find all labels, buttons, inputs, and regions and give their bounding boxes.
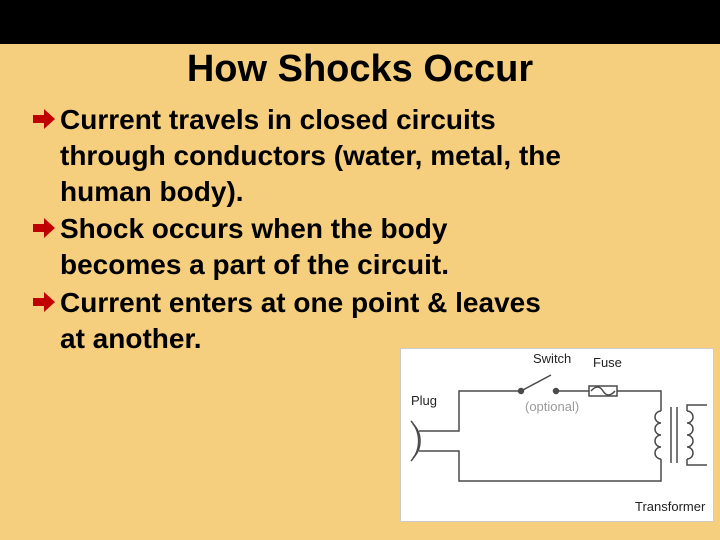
- label-transformer: Transformer: [635, 499, 705, 514]
- circuit-svg: [401, 349, 713, 521]
- bullet-text: Shock occurs when the body becomes a par…: [60, 211, 572, 283]
- arrow-right-icon: [32, 217, 56, 239]
- bullet-item: Current travels in closed circuits throu…: [32, 102, 572, 209]
- label-fuse: Fuse: [593, 355, 622, 370]
- circuit-diagram: Plug Switch Fuse (optional) Transformer: [400, 348, 714, 522]
- label-plug: Plug: [411, 393, 437, 408]
- bullet-item: Current enters at one point & leaves at …: [32, 285, 572, 357]
- bullet-list: Current travels in closed circuits throu…: [32, 102, 572, 359]
- bullet-text: Current enters at one point & leaves at …: [60, 285, 572, 357]
- arrow-right-icon: [32, 108, 56, 130]
- top-band: [0, 0, 720, 44]
- slide-title: How Shocks Occur: [0, 48, 720, 91]
- arrow-right-icon: [32, 291, 56, 313]
- bullet-item: Shock occurs when the body becomes a par…: [32, 211, 572, 283]
- label-switch: Switch: [533, 351, 571, 366]
- label-optional: (optional): [525, 399, 579, 414]
- bullet-text: Current travels in closed circuits throu…: [60, 102, 572, 209]
